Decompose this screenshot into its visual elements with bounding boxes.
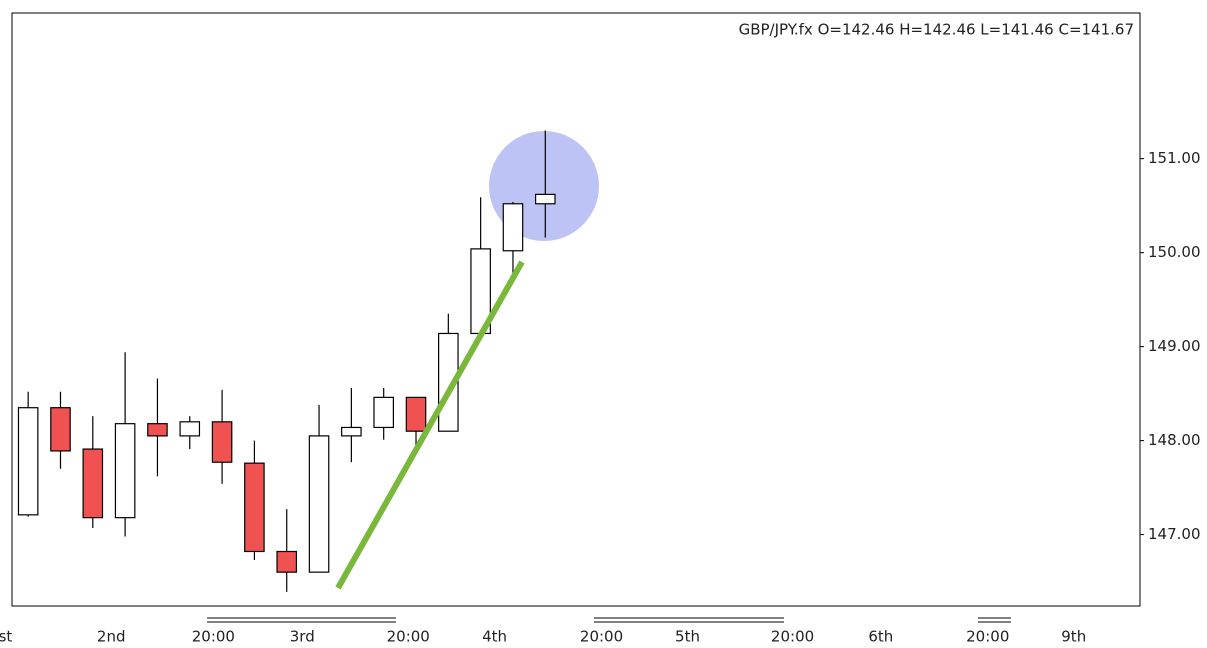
x-tick-label: 20:00 — [580, 628, 623, 646]
y-tick-label: 151.00 — [1148, 149, 1201, 167]
candle-body — [276, 550, 298, 573]
candle-body — [373, 396, 394, 429]
candle-body — [82, 448, 104, 519]
candle-body — [341, 426, 362, 437]
x-tick-label: 20:00 — [771, 628, 814, 646]
candle-body — [405, 396, 427, 432]
session-markers — [207, 617, 1011, 623]
candle-body — [244, 462, 265, 553]
candle-body — [147, 423, 168, 437]
candle-body — [534, 193, 556, 205]
candle-body — [50, 407, 71, 452]
x-tick-label: 1st — [0, 628, 12, 646]
candle-body — [179, 421, 201, 437]
chart-title: GBP/JPY.fx O=142.46 H=142.46 L=141.46 C=… — [739, 21, 1134, 39]
x-tick-label: 9th — [1061, 628, 1086, 646]
x-tick-label: 2nd — [97, 628, 126, 646]
trend-line — [335, 260, 525, 590]
candle-body — [114, 423, 136, 519]
x-tick-label: 20:00 — [966, 628, 1009, 646]
x-tick-label: 20:00 — [387, 628, 430, 646]
y-tick-label: 150.00 — [1148, 243, 1201, 261]
x-tick-label: 4th — [482, 628, 507, 646]
candle-body — [211, 421, 233, 463]
x-tick-label: 5th — [675, 628, 700, 646]
candle-body — [308, 435, 330, 573]
x-tick-label: 6th — [868, 628, 893, 646]
candle-body — [17, 407, 39, 516]
x-tick-label: 3rd — [290, 628, 315, 646]
candle-body — [502, 203, 524, 252]
plot-frame — [11, 12, 1141, 607]
y-tick-label: 147.00 — [1148, 525, 1201, 543]
y-tick-label: 149.00 — [1148, 337, 1201, 355]
x-tick-label: 20:00 — [192, 628, 235, 646]
y-tick-label: 148.00 — [1148, 431, 1201, 449]
